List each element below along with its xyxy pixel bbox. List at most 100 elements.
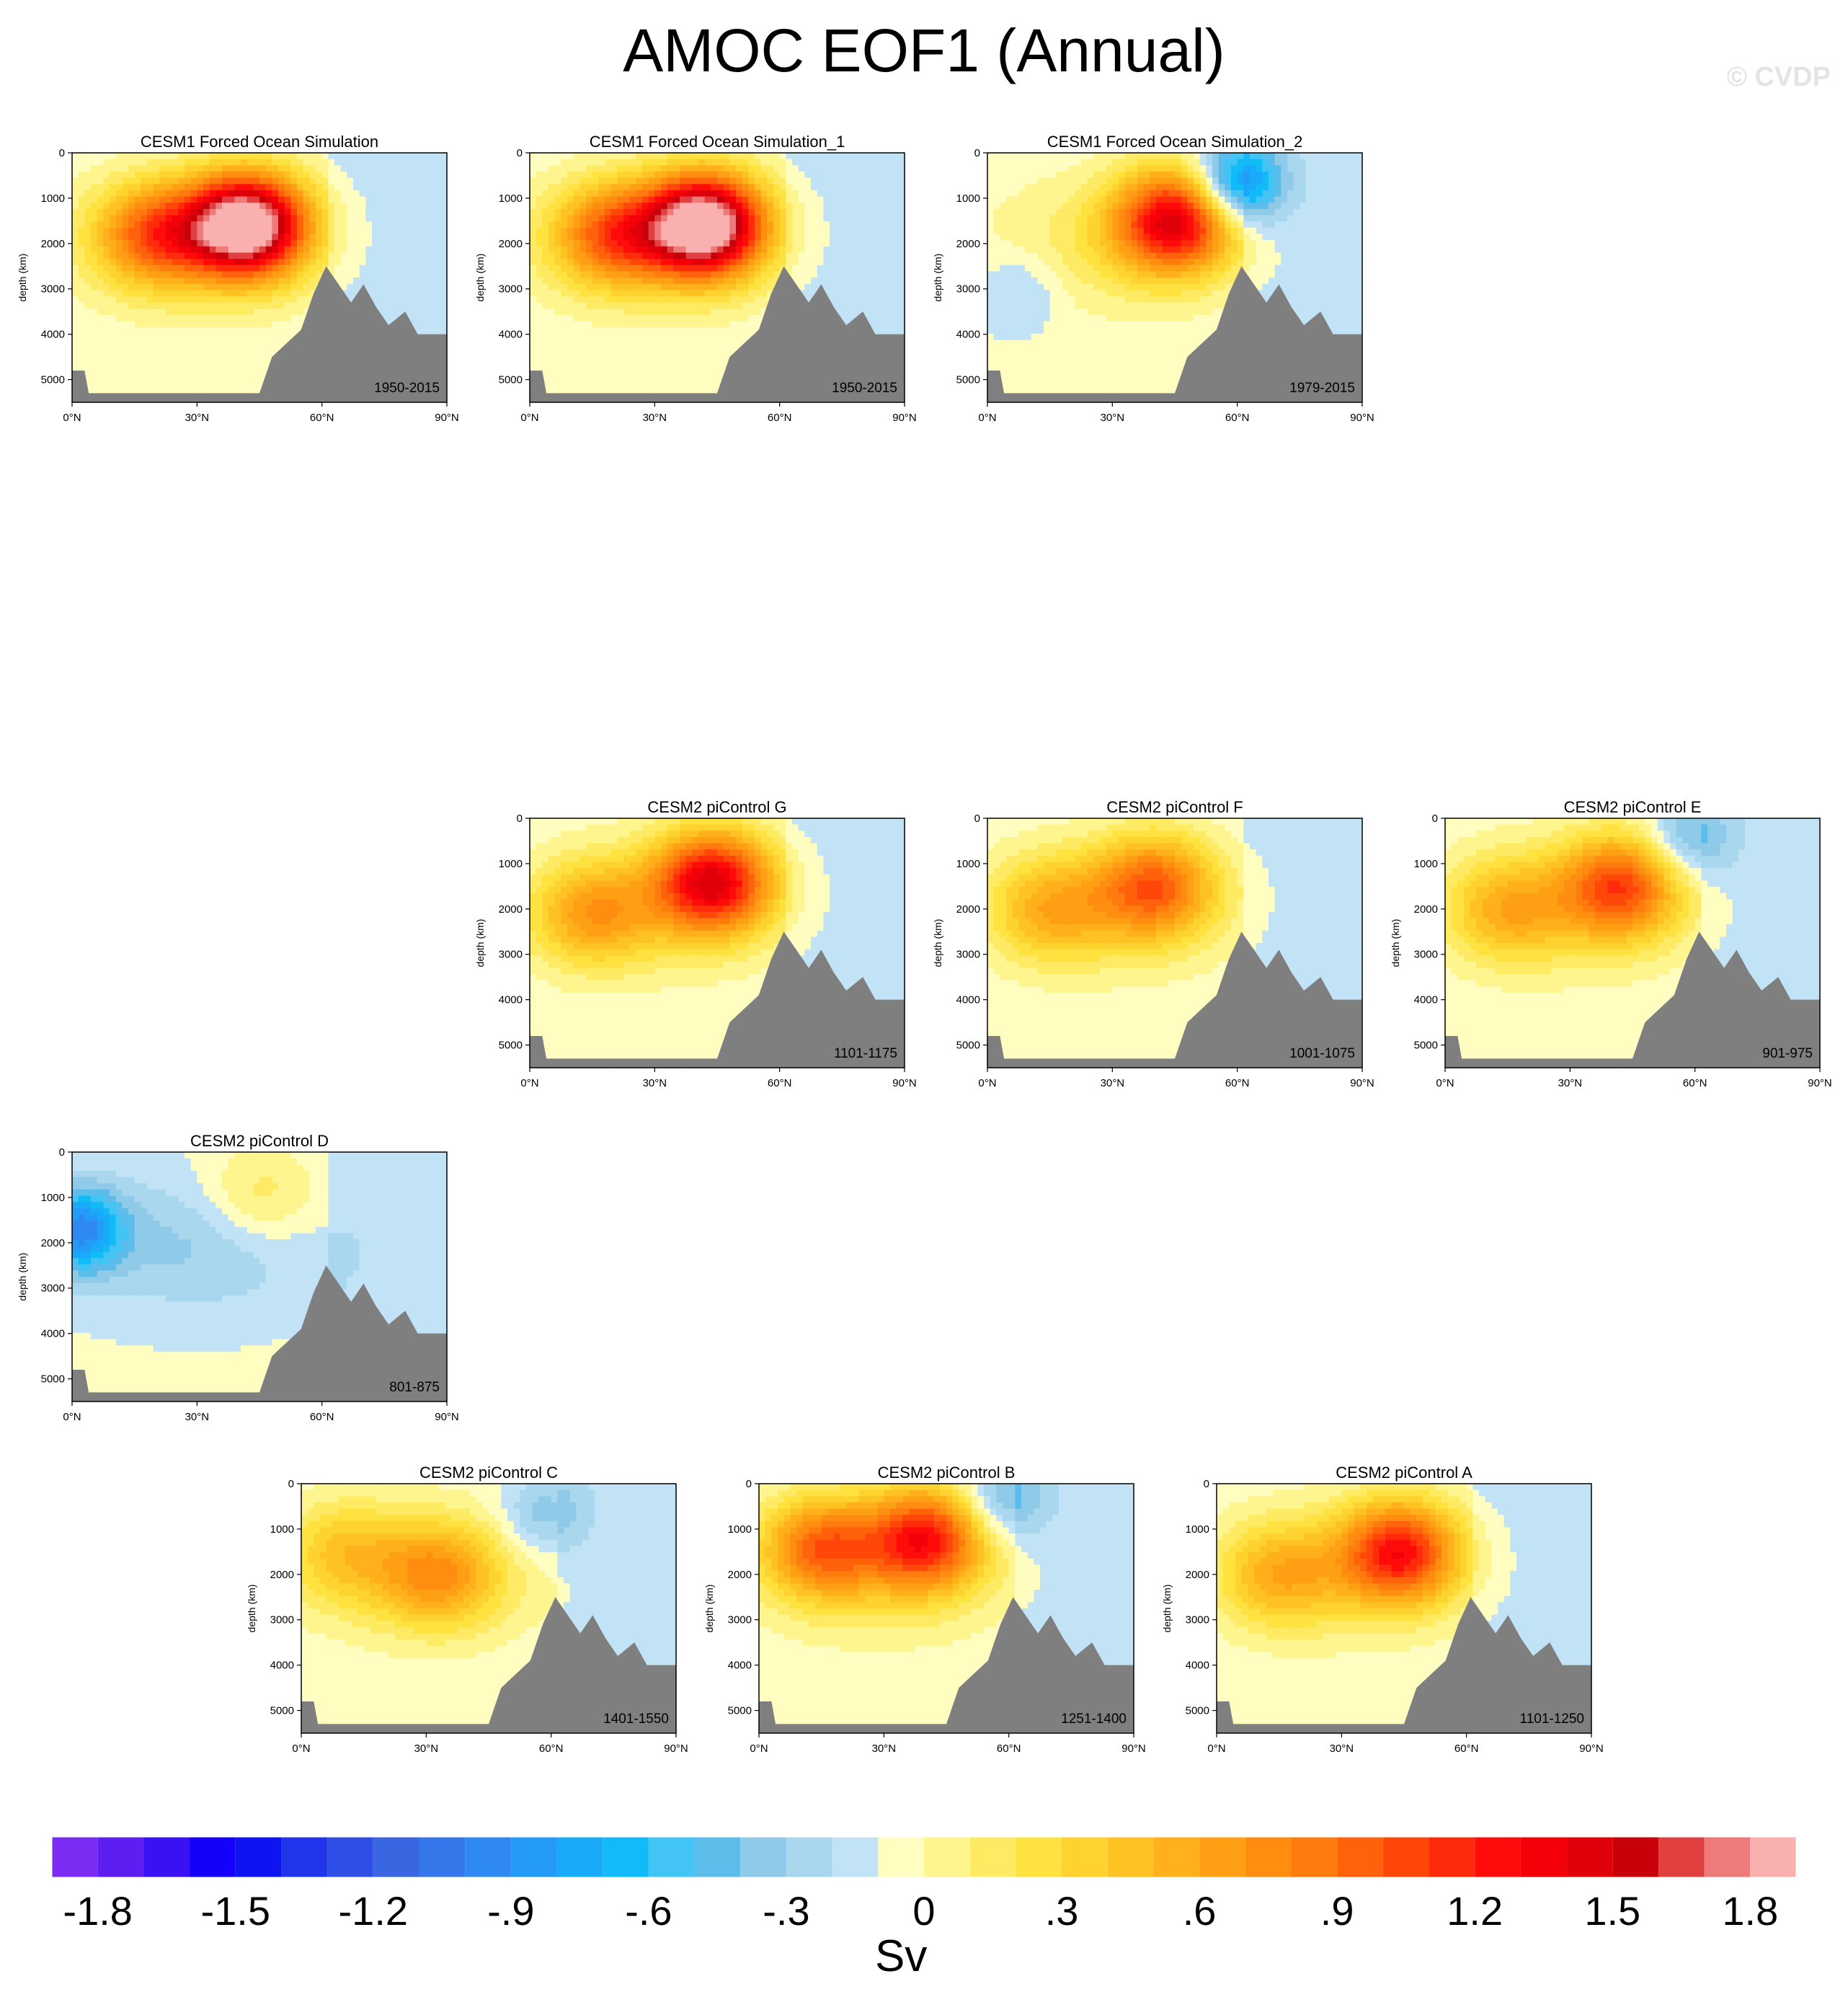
field-cell [415,184,422,191]
field-cell [253,246,260,253]
field-cell [134,371,141,378]
field-cell [542,252,549,260]
field-cell [617,208,624,216]
field-cell [284,309,291,316]
field-cell [297,171,304,179]
field-cell [91,252,98,260]
field-cell [403,221,410,229]
field-cell [786,190,793,198]
field-cell [854,215,861,222]
field-cell [823,203,830,210]
field-cell [704,389,711,397]
field-cell [134,153,141,160]
field-cell [222,377,229,384]
field-cell [642,159,649,166]
field-cell [867,290,874,297]
field-cell [103,234,110,241]
field-cell [898,265,905,272]
field-cell [610,153,618,160]
field-cell [353,278,360,285]
field-cell [134,234,141,241]
field-cell [78,165,85,172]
field-cell [122,389,129,397]
field-cell [792,203,799,210]
field-cell [648,389,655,397]
field-cell [422,196,429,203]
field-cell [867,296,874,304]
field-cell [760,246,768,253]
field-cell [692,177,699,185]
field-cell [284,265,291,272]
field-cell [203,321,210,328]
field-cell [159,171,166,179]
field-cell [548,240,556,247]
field-cell [755,252,762,260]
field-cell [742,184,749,191]
field-cell [153,165,160,172]
field-cell [842,159,849,166]
field-cell [122,234,129,241]
field-cell [654,240,662,247]
field-cell [748,309,755,316]
field-cell [353,246,360,253]
field-cell [586,333,593,341]
field-cell [78,221,85,229]
field-cell [673,246,680,253]
field-cell [190,389,197,397]
field-cell [228,389,235,397]
field-cell [122,309,129,316]
field-cell [241,177,248,185]
field-cell [861,221,868,229]
field-cell [661,271,668,278]
field-cell [554,333,561,341]
field-cell [340,271,347,278]
field-cell [216,265,223,272]
field-cell [667,259,674,266]
field-cell [259,346,267,353]
field-cell [792,184,799,191]
field-cell [886,171,893,179]
field-cell [767,159,774,166]
field-cell [729,208,737,216]
field-cell [736,271,743,278]
field-cell [334,184,342,191]
field-cell [642,384,649,391]
field-cell [259,203,267,210]
field-cell [742,221,749,229]
field-cell [729,265,737,272]
field-cell [228,365,235,372]
field-cell [861,290,868,297]
field-cell [110,278,117,285]
field-cell [378,240,385,247]
field-cell [786,159,793,166]
field-cell [278,321,285,328]
field-cell [91,165,98,172]
field-cell [110,252,117,260]
field-cell [172,221,179,229]
field-cell [246,314,254,322]
field-cell [103,252,110,260]
field-cell [605,358,612,366]
field-cell [811,290,818,297]
field-cell [234,252,241,260]
field-cell [91,321,98,328]
field-cell [892,196,899,203]
field-cell [842,227,849,235]
field-cell [159,290,166,297]
field-cell [698,278,706,285]
field-cell [804,234,812,241]
field-cell [303,190,310,198]
field-cell [159,309,166,316]
field-cell [415,177,422,185]
field-cell [623,246,631,253]
field-cell [742,333,749,341]
field-cell [861,278,868,285]
field-cell [153,321,160,328]
field-cell [536,333,543,341]
field-cell [440,221,448,229]
field-cell [316,184,323,191]
field-cell [567,302,574,309]
field-cell [867,278,874,285]
field-cell [648,171,655,179]
field-cell [623,321,631,328]
